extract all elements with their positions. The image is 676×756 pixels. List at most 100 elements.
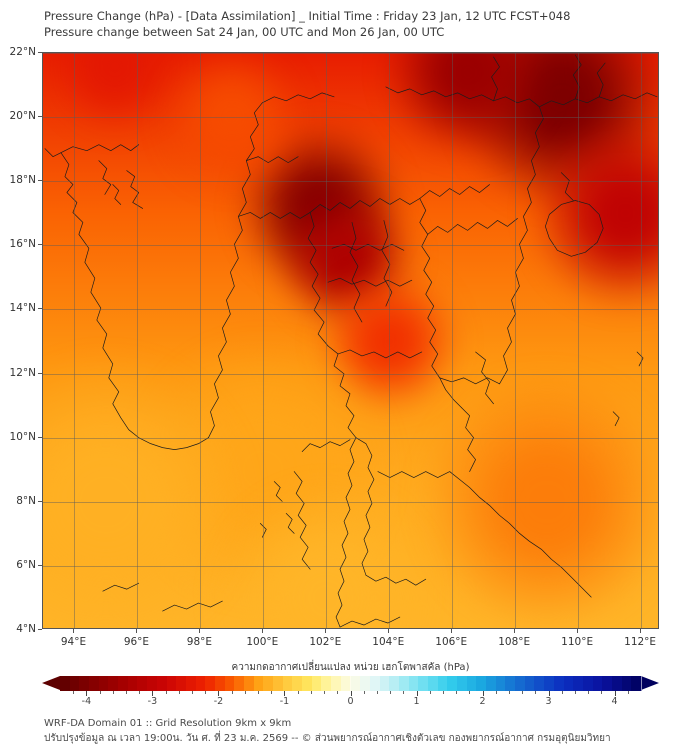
y-tick-label: 8°N (16, 494, 36, 507)
x-tick-mark (73, 629, 75, 633)
colorbar-minor-tick (469, 691, 471, 694)
colorbar-minor-tick (244, 691, 246, 694)
colorbar-minor-tick (456, 691, 458, 694)
colorbar-minor-tick (601, 691, 603, 694)
x-tick-label: 96°E (123, 636, 150, 648)
map-frame (42, 52, 659, 629)
colorbar[interactable]: -4 -3 -2 -1 0 1 2 3 4 (42, 676, 659, 707)
y-tick-label: 6°N (16, 558, 36, 571)
x-tick-label: 112°E (624, 636, 657, 648)
colorbar-major-tick (548, 691, 550, 696)
y-tick-mark (38, 244, 42, 246)
colorbar-major-tick (482, 691, 484, 696)
colorbar-title: ความกดอากาศเปลี่ยนแปลง หน่วย เฮกโตพาสคัล… (231, 662, 470, 673)
colorbar-segment (631, 676, 642, 691)
x-tick-label: 102°E (309, 636, 342, 648)
x-tick-label: 98°E (186, 636, 213, 648)
colorbar-minor-tick (99, 691, 101, 694)
colorbar-major-tick (218, 691, 220, 696)
x-tick-mark (262, 629, 264, 633)
y-tick-mark (38, 116, 42, 118)
colorbar-minor-tick (574, 691, 576, 694)
colorbar-minor-tick (192, 691, 194, 694)
colorbar-minor-tick (126, 691, 128, 694)
colorbar-minor-tick (73, 691, 75, 694)
x-tick-label: 106°E (435, 636, 468, 648)
x-tick-mark (640, 629, 642, 633)
y-tick-mark (38, 629, 42, 630)
colorbar-minor-tick (508, 691, 510, 694)
colorbar-tick-label: 3 (545, 696, 552, 707)
x-tick-label: 104°E (372, 636, 405, 648)
footer-domain-info: WRF-DA Domain 01 :: Grid Resolution 9km … (44, 718, 292, 729)
y-tick-mark (38, 564, 42, 566)
y-tick-label: 18°N (9, 174, 36, 187)
y-tick-label: 12°N (9, 366, 36, 379)
colorbar-tick-label: 1 (413, 696, 420, 707)
y-tick-mark (38, 52, 42, 53)
x-tick-mark (514, 629, 516, 633)
footer: WRF-DA Domain 01 :: Grid Resolution 9km … (44, 716, 654, 746)
page-subtitle: Pressure change between Sat 24 Jan, 00 U… (44, 25, 445, 39)
y-tick-mark (38, 436, 42, 438)
colorbar-minor-tick (376, 691, 378, 694)
colorbar-minor-tick (403, 691, 405, 694)
colorbar-minor-tick (324, 691, 326, 694)
y-tick-mark (38, 500, 42, 502)
x-tick-mark (451, 629, 453, 633)
field-blob (162, 53, 302, 188)
colorbar-tick-label: 0 (347, 696, 354, 707)
colorbar-tick-label: -4 (81, 696, 92, 707)
x-tick-mark (325, 629, 327, 633)
page-title: Pressure Change (hPa) - [Data Assimilati… (44, 9, 571, 23)
colorbar-major-tick (350, 691, 352, 696)
y-tick-mark (38, 308, 42, 310)
x-tick-label: 100°E (246, 636, 279, 648)
colorbar-minor-tick (363, 691, 365, 694)
y-tick-label: 4°N (16, 623, 36, 635)
colorbar-minor-tick (271, 691, 273, 694)
colorbar-minor-tick (165, 691, 167, 694)
colorbar-minor-tick (429, 691, 431, 694)
y-tick-label: 16°N (9, 238, 36, 251)
x-tick-label: 108°E (498, 636, 531, 648)
colorbar-tick-label: 4 (611, 696, 618, 707)
y-tick-label: 14°N (9, 302, 36, 315)
colorbar-tick-label: 2 (479, 696, 486, 707)
colorbar-extend-min-icon (42, 676, 60, 690)
x-tick-mark (577, 629, 579, 633)
y-tick-label: 20°N (9, 110, 36, 123)
x-tick-mark (136, 629, 138, 633)
footer-credit: ปรับปรุงข้อมูล ณ เวลา 19:00น. วัน ศ. ที่… (44, 733, 611, 744)
colorbar-minor-tick (588, 691, 590, 694)
colorbar-minor-tick (442, 691, 444, 694)
colorbar-minor-tick (390, 691, 392, 694)
map-plot: 4°N 6°N 8°N 10°N 12°N 14°N 16°N 18°N 20°N 22°N 94… (10, 46, 659, 648)
colorbar-major-tick (152, 691, 154, 696)
x-tick-label: 94°E (60, 636, 87, 648)
colorbar-minor-tick (627, 691, 629, 694)
y-tick-label: 10°N (9, 430, 36, 443)
colorbar-minor-tick (139, 691, 141, 694)
colorbar-minor-tick (231, 691, 233, 694)
field-blob (420, 373, 658, 628)
colorbar-minor-tick (561, 691, 563, 694)
y-tick-label: 22°N (9, 46, 36, 58)
colorbar-minor-tick (178, 691, 180, 694)
colorbar-minor-tick (535, 691, 537, 694)
colorbar-major-tick (284, 691, 286, 696)
x-tick-label: 110°E (561, 636, 594, 648)
colorbar-major-tick (614, 691, 616, 696)
coastline-layer (44, 54, 658, 628)
colorbar-minor-tick (310, 691, 312, 694)
colorbar-tick-label: -1 (279, 696, 290, 707)
x-tick-mark (199, 629, 201, 633)
colorbar-major-tick (86, 691, 88, 696)
colorbar-minor-tick (205, 691, 207, 694)
y-tick-mark (38, 372, 42, 374)
x-tick-mark (388, 629, 390, 633)
colorbar-minor-tick (495, 691, 497, 694)
colorbar-minor-tick (297, 691, 299, 694)
colorbar-extend-max-icon (641, 676, 659, 690)
